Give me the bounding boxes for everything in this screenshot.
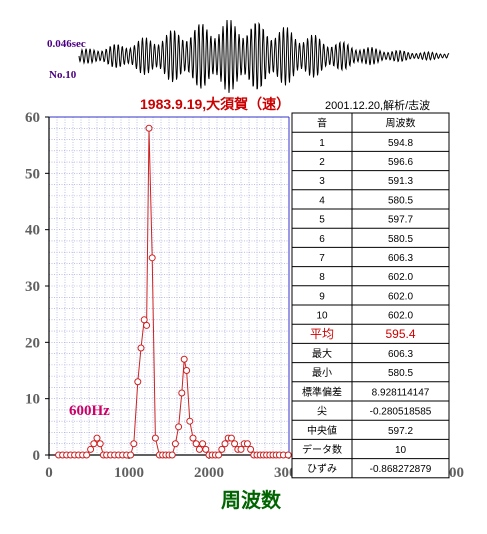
table-border [291,112,450,479]
data-point [284,451,292,459]
y-tick-label: 40 [25,223,40,239]
data-point [145,124,153,132]
table-value-cell: 602.0 [388,291,413,302]
data-point [186,417,194,425]
x-tick-label: 2000 [194,465,224,481]
data-point [130,440,138,448]
table-value-cell: 602.0 [388,272,413,283]
table-value-cell: 595.4 [385,327,415,341]
table-label-cell: 尖 [317,405,327,418]
table-value-cell: 597.7 [388,215,413,226]
table-value-cell: 596.6 [388,157,413,168]
data-point [93,434,101,442]
stats-table: 音 周波数 1 594.8 2 596.6 3 591.3 4 580.5 5 597.7 6 580.5… [291,112,450,479]
y-axis-ticks: 0 10 20 30 40 50 60 [25,110,49,464]
data-point [168,451,176,459]
chart-title: 1983.9.19,大須賀（速） [140,96,290,112]
table-label-cell: 7 [319,253,325,264]
data-point [87,445,95,453]
table-label-cell: 3 [319,176,325,187]
table-label-cell: 9 [319,291,325,302]
peak-annotation: 600Hz [69,403,110,419]
waveform-trace [78,19,450,93]
y-tick-label: 60 [25,110,40,126]
table-value-cell: 580.5 [388,195,413,206]
table-value-cell: 580.5 [388,234,413,245]
data-point [178,389,186,397]
data-point [192,440,200,448]
data-point [140,316,148,324]
data-point [83,451,91,459]
table-value-cell: 10 [395,445,407,456]
table-value-cell: 580.5 [388,368,413,379]
table-label-cell: ひずみ [307,463,337,475]
y-tick-label: 0 [33,448,41,464]
table-value-cell: 602.0 [388,311,413,322]
grid-lines [48,116,449,456]
data-point [175,423,183,431]
table-label-cell: データ数 [302,443,342,456]
data-point [221,440,229,448]
data-point [199,440,207,448]
table-label-cell: 中央値 [307,424,337,437]
data-point [227,434,235,442]
data-point [195,445,203,453]
x-tick-label: 0 [45,465,53,481]
table-value-cell: 597.2 [388,426,413,437]
table-label-cell: 6 [319,234,325,245]
y-tick-label: 50 [25,166,40,182]
table-label-cell: 1 [319,138,325,149]
chart-subtitle: 2001.12.20,解析/志波 [325,98,430,112]
data-point [237,445,245,453]
table-label-cell: 標準偏差 [302,385,342,398]
data-point [137,344,145,352]
table-header-cell: 音 [317,117,327,130]
table-value-cell: 606.3 [388,349,413,360]
data-point [231,440,239,448]
table-label-cell: 最小 [312,367,332,379]
data-point [189,434,197,442]
data-point [202,445,210,453]
data-point [127,451,135,459]
data-point [215,451,223,459]
table-label-cell: 4 [319,195,325,206]
waveform-panel: 0.046sec No.10 [47,19,450,93]
data-point [151,434,159,442]
data-point [143,321,151,329]
waveform-duration-label: 0.046sec [47,38,86,50]
table-label-cell: 8 [319,272,325,283]
data-point [180,355,188,363]
data-point [90,440,98,448]
x-axis-label: 周波数 [221,488,282,512]
table-value-cell: 594.8 [388,138,413,149]
y-tick-label: 30 [25,279,40,295]
table-value-cell: -0.280518585 [370,407,432,418]
y-tick-label: 20 [25,335,40,351]
data-point [96,440,104,448]
data-point [148,254,156,262]
table-label-cell: 2 [319,157,325,168]
data-point [247,445,255,453]
table-value-cell: 591.3 [388,176,413,187]
table-value-cell: 606.3 [388,253,413,264]
y-tick-label: 10 [25,392,40,408]
table-header-cell: 周波数 [386,117,416,130]
table-label-cell: 最大 [312,347,332,360]
table-value-cell: 8.928114147 [372,387,430,398]
series-markers [55,124,292,459]
x-tick-label: 1000 [114,465,144,481]
table-label-cell: 平均 [310,327,334,341]
data-point [183,367,191,374]
data-point [134,378,142,386]
table-label-cell: 5 [319,215,325,226]
data-point [171,440,179,448]
waveform-record-label: No.10 [49,69,77,81]
table-value-cell: -0.868272879 [370,464,432,475]
data-point [243,440,251,448]
data-point [218,445,226,453]
table-label-cell: 10 [316,311,328,322]
